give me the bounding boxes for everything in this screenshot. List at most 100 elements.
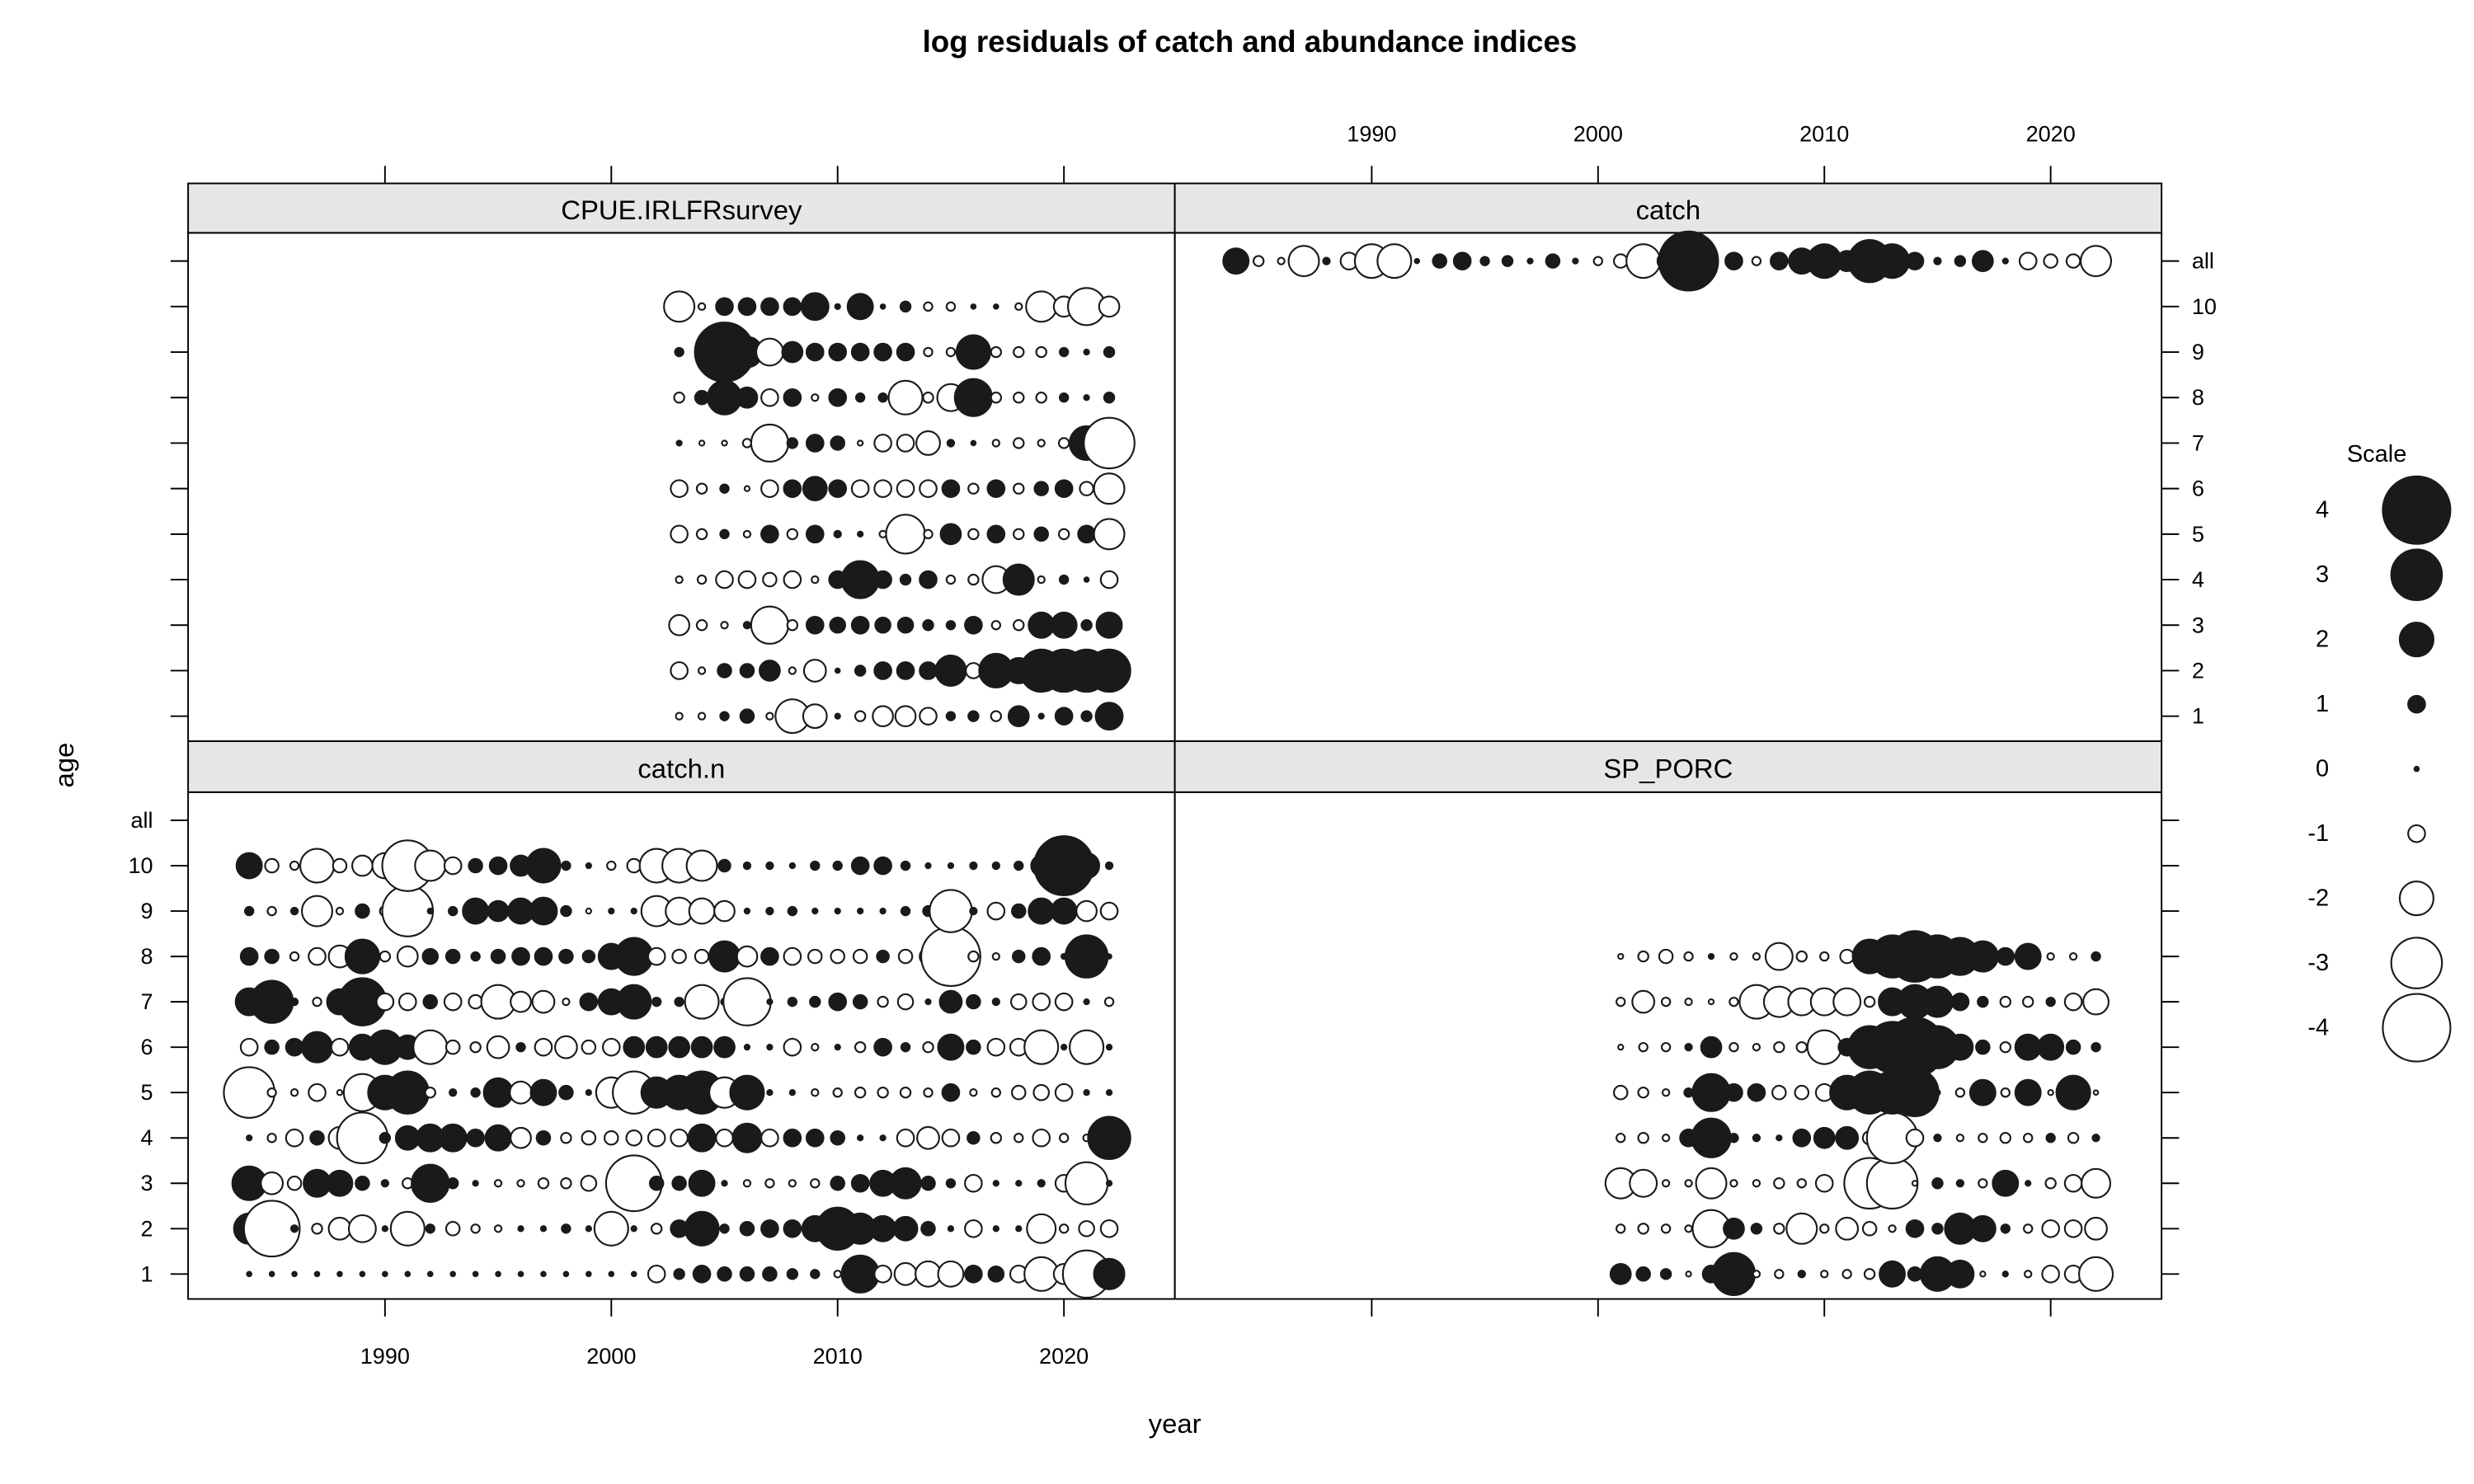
bubble — [1106, 953, 1112, 960]
bubble — [1978, 1178, 1988, 1189]
bubble — [1080, 619, 1093, 632]
bubble — [1911, 1180, 1919, 1187]
bubble — [1752, 1134, 1761, 1143]
bubble — [1661, 1179, 1671, 1188]
bubble — [1934, 1089, 1941, 1097]
bubble — [892, 1215, 919, 1242]
bubble — [2082, 988, 2109, 1016]
bubble — [719, 711, 730, 721]
bubble — [1684, 1042, 1693, 1052]
bubble — [896, 434, 915, 453]
bubble — [1684, 1179, 1693, 1188]
bubble — [1723, 1217, 1745, 1240]
bubble — [335, 906, 345, 916]
legend-label: 4 — [2316, 497, 2329, 524]
bubble — [560, 1177, 572, 1190]
bubble — [924, 998, 932, 1006]
bubble — [1014, 302, 1023, 312]
strip — [187, 740, 1176, 793]
bubble — [1637, 950, 1649, 963]
bubble — [1083, 576, 1090, 583]
bubble — [286, 1175, 303, 1191]
bubble — [786, 619, 799, 632]
bubble — [249, 979, 294, 1024]
bubble — [1888, 1224, 1897, 1233]
bubble — [443, 992, 463, 1012]
bubble — [750, 423, 789, 463]
bubble — [389, 1210, 426, 1247]
bubble — [811, 575, 820, 585]
bubble — [697, 711, 707, 721]
bubble — [561, 1223, 571, 1234]
bubble — [289, 860, 300, 871]
bubble — [1010, 903, 1027, 919]
bubble — [581, 1129, 597, 1146]
bubble — [896, 661, 915, 680]
strip-label: SP_PORC — [1603, 753, 1733, 783]
bubble — [585, 907, 592, 915]
y-tick-label: 6 — [141, 1035, 153, 1059]
bubble — [694, 389, 710, 406]
bubble — [811, 907, 819, 915]
bubble — [1057, 437, 1070, 449]
bubble — [1954, 255, 1967, 267]
bubble — [1094, 702, 1124, 731]
bubble — [1015, 1180, 1023, 1187]
bubble — [1707, 952, 1715, 960]
bubble — [1078, 1219, 1095, 1237]
bubble — [1054, 707, 1074, 726]
bubble — [964, 1173, 983, 1193]
bubble — [2055, 1074, 2091, 1111]
bubble — [1971, 250, 1994, 272]
legend-label: 0 — [2316, 756, 2329, 782]
bubble — [1684, 1224, 1693, 1233]
bubble — [1637, 1223, 1649, 1235]
bubble — [673, 392, 685, 404]
bubble — [266, 1133, 277, 1144]
bubble — [923, 528, 934, 540]
bubble — [516, 1179, 525, 1188]
bubble — [1796, 1178, 1807, 1189]
bubble — [1592, 256, 1603, 266]
bubble — [1879, 1260, 1906, 1288]
bubble — [531, 989, 556, 1014]
bubble — [404, 1270, 412, 1278]
bubble — [945, 711, 957, 721]
bubble — [355, 1175, 370, 1191]
bubble — [1921, 985, 1954, 1018]
bubble — [939, 523, 962, 546]
bubble — [1099, 570, 1119, 589]
bubble — [1058, 1133, 1070, 1144]
bubble — [919, 661, 938, 680]
bubble — [873, 1265, 892, 1284]
bubble — [397, 992, 417, 1012]
bubble — [2014, 1033, 2042, 1061]
bubble — [762, 571, 778, 588]
bubble — [1950, 992, 1970, 1012]
bubble — [1771, 1084, 1787, 1101]
bubble — [510, 1126, 532, 1149]
bubble — [717, 858, 731, 873]
bubble — [850, 615, 870, 635]
bubble — [379, 950, 392, 963]
bubble — [805, 434, 825, 453]
bubble — [991, 861, 1000, 871]
bubble — [2084, 1216, 2108, 1241]
y-tick-label: 4 — [141, 1125, 153, 1150]
bubble — [535, 1129, 552, 1146]
bubble — [1774, 1269, 1785, 1280]
bubble — [1099, 1219, 1119, 1238]
bubble — [299, 848, 336, 884]
bubble — [990, 392, 1003, 404]
bubble — [285, 1128, 304, 1148]
bubble — [945, 346, 957, 358]
bubble — [1287, 245, 1320, 278]
legend-bubble — [2382, 993, 2452, 1063]
bubble — [945, 574, 957, 585]
bubble — [1479, 256, 1490, 266]
bubble — [916, 1125, 940, 1150]
bubble — [832, 860, 843, 871]
legend-label: -3 — [2307, 950, 2329, 976]
bubble — [811, 1042, 820, 1052]
bubble — [966, 1039, 981, 1055]
